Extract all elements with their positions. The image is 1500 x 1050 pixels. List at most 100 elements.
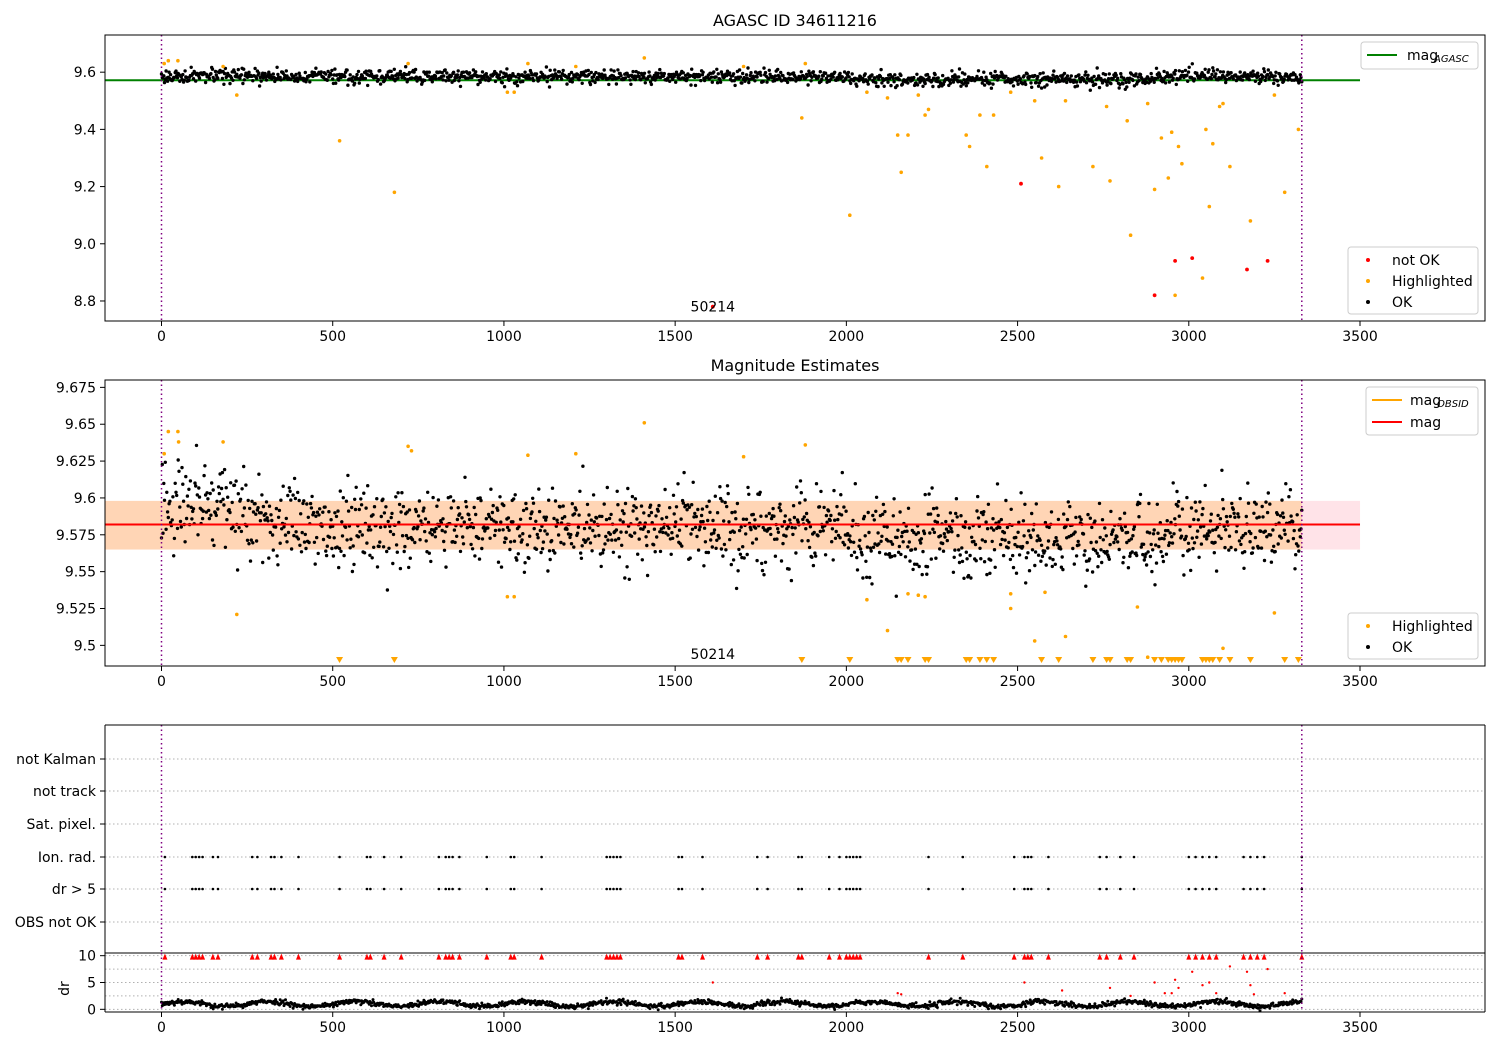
ok-point bbox=[649, 510, 654, 515]
dr-ok-point bbox=[958, 996, 962, 1000]
ok-point bbox=[949, 78, 953, 82]
ok-point bbox=[1260, 504, 1264, 509]
highlighted-point bbox=[505, 90, 510, 94]
ok-point bbox=[423, 78, 427, 83]
ok-point bbox=[357, 507, 361, 512]
ok-point bbox=[653, 550, 657, 554]
ok-point bbox=[1046, 539, 1051, 543]
ok-point bbox=[293, 496, 298, 501]
ok-point bbox=[844, 76, 848, 80]
ok-point bbox=[515, 84, 520, 88]
ok-point bbox=[976, 494, 980, 499]
flag-point bbox=[273, 855, 276, 859]
ok-point bbox=[1182, 573, 1186, 577]
ok-point bbox=[727, 520, 731, 524]
ok-point bbox=[625, 565, 629, 569]
highlighted-point bbox=[574, 451, 578, 456]
ok-point bbox=[868, 575, 872, 580]
ok-point bbox=[959, 514, 963, 518]
ok-point bbox=[716, 72, 720, 76]
ok-point bbox=[216, 485, 221, 489]
ok-point bbox=[942, 532, 946, 536]
highlighted-point bbox=[923, 594, 927, 599]
ok-point bbox=[317, 513, 321, 517]
dr-ok-point bbox=[778, 1002, 782, 1006]
ok-point bbox=[779, 559, 784, 563]
ok-point bbox=[1139, 545, 1144, 549]
ok-point bbox=[1076, 539, 1080, 544]
ok-point bbox=[216, 507, 220, 511]
highlighted-point bbox=[1056, 184, 1061, 189]
ok-point bbox=[326, 69, 330, 74]
ok-point bbox=[511, 520, 515, 524]
ok-point bbox=[1065, 80, 1069, 85]
ok-point bbox=[1237, 515, 1241, 519]
ok-point bbox=[197, 76, 202, 80]
flag-label: OBS not OK bbox=[15, 915, 97, 931]
ok-point bbox=[515, 80, 519, 84]
ok-point bbox=[182, 78, 186, 82]
ok-point bbox=[173, 481, 177, 485]
dr-ok-point bbox=[441, 998, 445, 1002]
ok-point bbox=[676, 482, 680, 486]
ok-point bbox=[1081, 532, 1086, 536]
legend-label: Highlighted bbox=[1392, 619, 1473, 635]
flag-point bbox=[437, 887, 441, 891]
ok-point bbox=[1096, 565, 1100, 569]
dr-ok-point bbox=[1171, 1002, 1174, 1006]
ok-point bbox=[697, 528, 701, 532]
ok-point bbox=[235, 72, 239, 77]
ok-point bbox=[1056, 517, 1061, 522]
ok-point bbox=[348, 73, 352, 77]
ok-point bbox=[372, 545, 376, 549]
ok-point bbox=[664, 515, 669, 519]
highlighted-point bbox=[1173, 293, 1177, 298]
ok-point bbox=[187, 487, 191, 491]
ok-point bbox=[1086, 512, 1090, 517]
legend-frame bbox=[1347, 246, 1479, 315]
flag-point bbox=[1194, 855, 1197, 859]
ok-point bbox=[556, 533, 561, 537]
ok-point bbox=[1177, 514, 1182, 518]
ok-point bbox=[919, 537, 924, 541]
ok-point bbox=[231, 525, 235, 529]
dr-ok-point bbox=[241, 1006, 245, 1010]
ok-point bbox=[1280, 498, 1284, 502]
ok-point bbox=[242, 506, 247, 510]
ok-point bbox=[221, 497, 225, 501]
ok-point bbox=[337, 78, 341, 82]
flag-point bbox=[280, 855, 283, 859]
ok-point bbox=[645, 543, 649, 548]
ok-point bbox=[1098, 535, 1102, 540]
ok-point bbox=[1038, 538, 1042, 542]
ok-point bbox=[1144, 552, 1148, 556]
ok-point bbox=[548, 557, 552, 562]
ok-point bbox=[1219, 536, 1223, 541]
ok-point bbox=[213, 78, 217, 82]
ok-point bbox=[220, 470, 225, 475]
ok-point bbox=[648, 74, 652, 78]
clipped-marker bbox=[846, 657, 854, 663]
ok-point bbox=[386, 519, 390, 524]
ok-point bbox=[440, 71, 444, 75]
flag-point bbox=[1119, 855, 1122, 859]
ok-point bbox=[1227, 534, 1232, 538]
ok-point bbox=[350, 79, 355, 83]
ok-point bbox=[1033, 563, 1037, 568]
ok-point bbox=[1072, 562, 1077, 566]
ok-point bbox=[911, 567, 915, 572]
ok-point bbox=[989, 86, 994, 90]
ok-point bbox=[768, 526, 772, 531]
ok-point bbox=[1093, 519, 1097, 523]
ok-point bbox=[1167, 543, 1171, 548]
ok-point bbox=[740, 81, 744, 85]
ok-point bbox=[1190, 536, 1195, 540]
ok-point bbox=[1187, 548, 1191, 552]
ok-point bbox=[343, 74, 347, 79]
ok-point bbox=[308, 80, 312, 84]
dr-ok-point bbox=[579, 1003, 583, 1007]
ok-point bbox=[517, 525, 521, 529]
ok-point bbox=[696, 548, 701, 552]
ok-point bbox=[586, 68, 590, 73]
ok-point bbox=[869, 549, 873, 553]
